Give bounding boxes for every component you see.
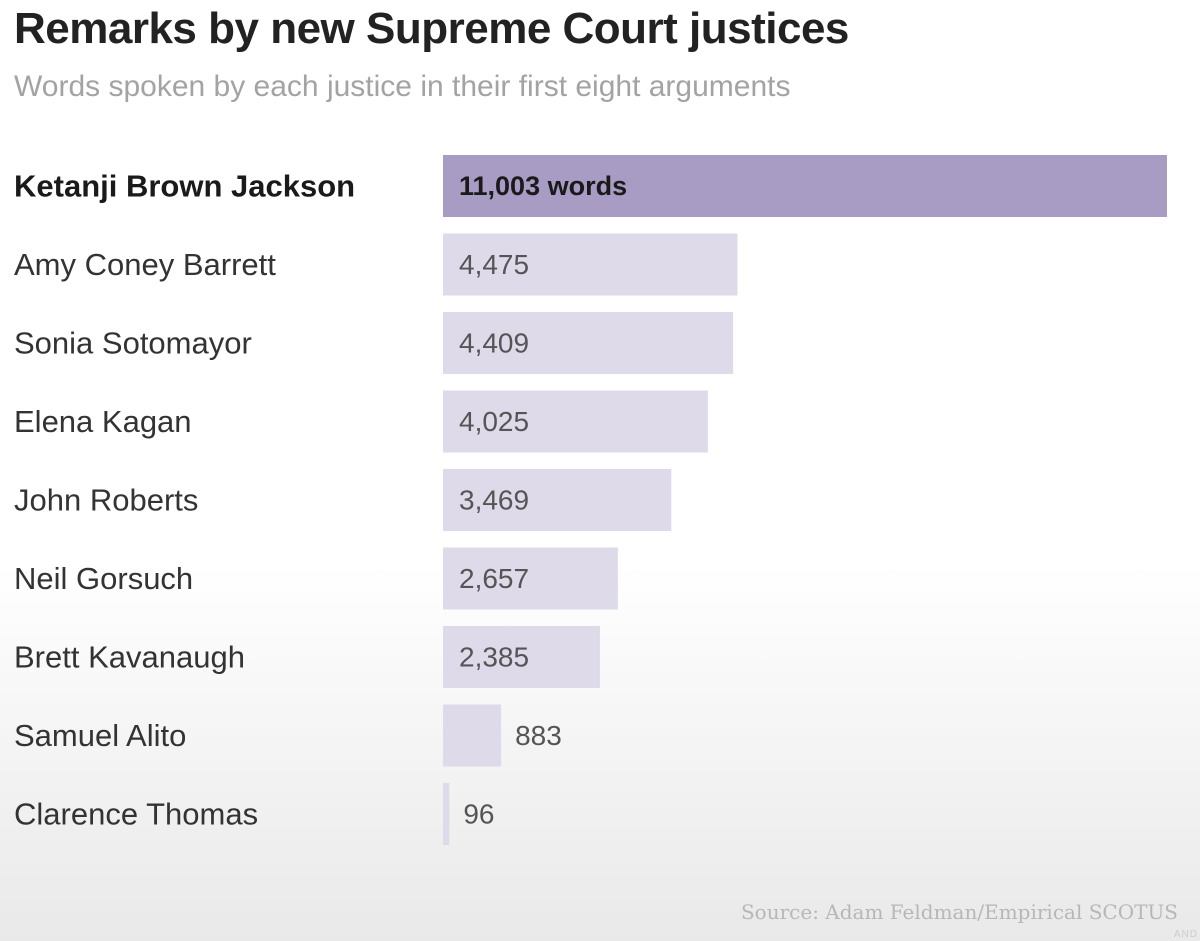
category-label-samuel-alito: Samuel Alito [14, 718, 186, 753]
bar-john-roberts [443, 469, 672, 531]
category-label-elena-kagan: Elena Kagan [14, 404, 192, 439]
bar-elena-kagan [443, 390, 708, 453]
value-label-clarence-thomas: 96 [463, 799, 494, 830]
category-label-john-roberts: John Roberts [14, 483, 198, 518]
bar-samuel-alito [443, 704, 502, 767]
bar-brett-kavanaugh [443, 626, 600, 688]
value-label-john-roberts: 3,469 [459, 485, 529, 516]
category-label-clarence-thomas: Clarence Thomas [14, 797, 258, 832]
value-label-amy-coney-barrett: 4,475 [459, 249, 529, 280]
bar-clarence-thomas [443, 783, 450, 845]
source-note: Source: Adam Feldman/Empirical SCOTUS [740, 900, 1178, 924]
bar-ketanji-brown-jackson [443, 155, 1167, 217]
value-label-sonia-sotomayor: 4,409 [459, 328, 529, 359]
category-label-neil-gorsuch: Neil Gorsuch [14, 561, 193, 596]
chart-title: Remarks by new Supreme Court justices [14, 4, 849, 53]
value-label-ketanji-brown-jackson: 11,003 words [459, 171, 627, 201]
category-label-ketanji-brown-jackson: Ketanji Brown Jackson [14, 169, 355, 204]
value-label-samuel-alito: 883 [515, 720, 562, 751]
bar-neil-gorsuch [443, 547, 618, 610]
value-label-neil-gorsuch: 2,657 [459, 563, 529, 594]
chart-subtitle: Words spoken by each justice in their fi… [14, 70, 791, 103]
category-label-amy-coney-barrett: Amy Coney Barrett [14, 247, 276, 282]
value-label-brett-kavanaugh: 2,385 [459, 642, 529, 673]
category-label-brett-kavanaugh: Brett Kavanaugh [14, 640, 245, 675]
bar-sonia-sotomayor [443, 312, 734, 374]
bar-amy-coney-barrett [443, 233, 738, 296]
value-label-elena-kagan: 4,025 [459, 406, 529, 437]
category-label-sonia-sotomayor: Sonia Sotomayor [14, 326, 252, 361]
watermark-text: AND [1173, 929, 1198, 940]
